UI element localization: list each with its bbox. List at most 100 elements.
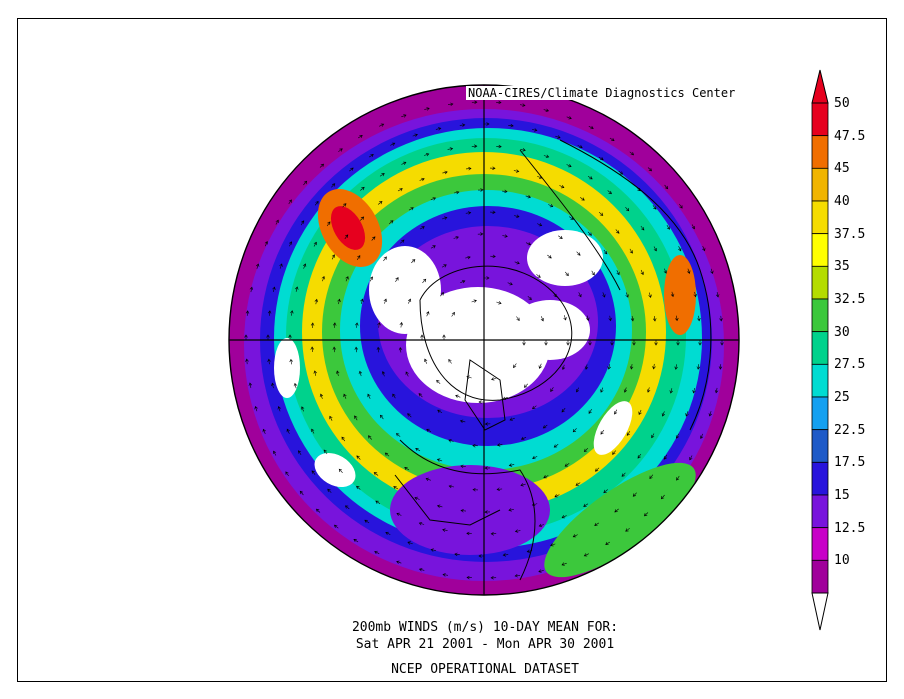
wind-vector-arrow <box>453 190 460 195</box>
wind-vector-arrow <box>455 394 461 398</box>
calm-pacific-south <box>314 452 356 488</box>
wind-vector-arrow <box>490 576 497 580</box>
wind-vector-arrow <box>609 137 615 142</box>
wind-vector-arrow <box>629 248 633 254</box>
coastline-north-america <box>394 439 536 581</box>
wind-vector-arrow <box>516 316 520 321</box>
wind-vector-arrow <box>646 387 651 393</box>
wind-vector-arrow <box>689 455 693 461</box>
wind-vector-arrow <box>543 475 549 479</box>
wind-vector-arrow <box>267 310 272 316</box>
wind-vector-arrow <box>313 241 317 247</box>
wind-vector-arrow <box>674 364 678 370</box>
wind-vector-arrow <box>591 270 595 276</box>
colorbar-swatch <box>811 265 829 300</box>
wind-vector-arrow <box>693 291 697 298</box>
wind-vector-arrow <box>626 430 631 436</box>
wind-vector-arrow <box>310 322 315 329</box>
wind-vector-arrow <box>412 133 418 137</box>
wind-vector-arrow <box>311 470 316 475</box>
wind-vector-arrow <box>385 531 391 536</box>
wind-vector-arrow <box>349 167 354 172</box>
wind-vector-arrow <box>508 123 514 128</box>
wind-vector-arrow <box>583 447 589 452</box>
wind-vector-arrow <box>647 167 653 172</box>
wind-vector-arrow <box>664 184 669 190</box>
wind-vector-arrow <box>254 405 258 412</box>
colorbar-tick-label: 10 <box>834 553 850 569</box>
wind-vector-arrow <box>587 231 592 236</box>
wind-vector-arrow <box>353 538 359 543</box>
subtropic-magenta-na <box>390 465 550 555</box>
wind-vector-arrow <box>502 234 508 238</box>
wind-vector-arrow <box>430 548 436 552</box>
wind-vector-arrow <box>379 123 385 127</box>
wind-vector-arrow <box>326 221 331 227</box>
wind-vector-arrow <box>580 197 585 201</box>
wind-vector-arrow <box>629 364 634 370</box>
wind-vector-arrow <box>442 528 448 532</box>
wind-vector-arrow <box>607 190 612 195</box>
wind-vector-arrow <box>718 364 723 370</box>
wind-vector-arrow <box>451 311 455 317</box>
wind-vector-arrow <box>720 340 724 346</box>
wind-vector-arrow <box>448 484 455 489</box>
wind-vector-arrow <box>424 153 430 157</box>
wind-vector-arrow <box>396 512 402 516</box>
calm-pacific-west <box>274 338 300 398</box>
wind-vector-arrow <box>532 128 538 132</box>
wind-vector-arrow <box>430 197 437 201</box>
wind-vector-arrow <box>550 543 556 547</box>
wind-vector-arrow <box>301 406 305 412</box>
wind-vector-arrow <box>379 173 385 177</box>
wind-vector-arrow <box>267 358 271 365</box>
wind-vector-arrow <box>484 422 491 426</box>
wind-vector-arrow <box>356 455 361 460</box>
wind-vector-arrow <box>357 135 363 139</box>
wind-vector-arrow <box>375 500 381 505</box>
wind-vector-arrow <box>691 224 695 230</box>
wind-vector-arrow <box>640 225 645 231</box>
wind-vector-arrow <box>572 534 578 538</box>
wind-vector-arrow <box>442 573 449 577</box>
colorbar-tick-label: 50 <box>834 96 850 111</box>
colorbar-swatch <box>811 200 829 235</box>
wind-vector-arrow <box>465 255 471 260</box>
wind-vector-arrow <box>594 522 600 526</box>
wind-vector-arrow <box>478 554 484 558</box>
wind-vector-arrow <box>502 553 509 557</box>
wind-vector-arrow <box>653 246 657 252</box>
wind-vector-arrow <box>266 334 270 340</box>
wind-vector-arrow <box>696 364 701 370</box>
wind-vector-arrow <box>354 346 359 353</box>
colorbar-swatch <box>811 331 829 365</box>
jet-max-east <box>664 255 696 335</box>
wind-vector-arrow <box>358 370 363 377</box>
wind-vector-arrow <box>404 467 410 471</box>
wind-vector-arrow <box>344 234 349 240</box>
wind-vector-arrow <box>496 100 502 105</box>
wind-vector-arrow <box>465 211 472 215</box>
wind-vector-arrow <box>356 485 361 490</box>
wind-vector-arrow <box>577 144 583 149</box>
wind-vector-arrow <box>507 282 513 286</box>
colorbar-tick-label: 17.5 <box>834 455 866 471</box>
wind-vector-arrow <box>608 315 612 322</box>
wind-vector-arrow <box>321 275 325 282</box>
wind-vector-arrow <box>442 334 446 340</box>
wind-vector-arrow <box>632 340 636 346</box>
wind-vector-arrow <box>719 315 723 322</box>
wind-vector-arrow <box>342 203 347 208</box>
wind-vector-arrow <box>698 340 702 346</box>
wind-vector-arrow <box>248 382 253 388</box>
wind-vector-arrow <box>675 433 680 439</box>
wind-vector-arrow <box>583 503 589 507</box>
wind-vector-arrow <box>602 292 606 298</box>
wind-vector-arrow <box>523 383 529 388</box>
colorbar-tick-label: 32.5 <box>834 292 866 307</box>
wind-vector-arrow <box>289 358 293 365</box>
wind-vector-arrow <box>679 203 683 209</box>
colorbar-swatch <box>811 559 829 594</box>
wind-vector-arrow <box>614 508 619 513</box>
wind-vector-arrow <box>700 433 704 440</box>
